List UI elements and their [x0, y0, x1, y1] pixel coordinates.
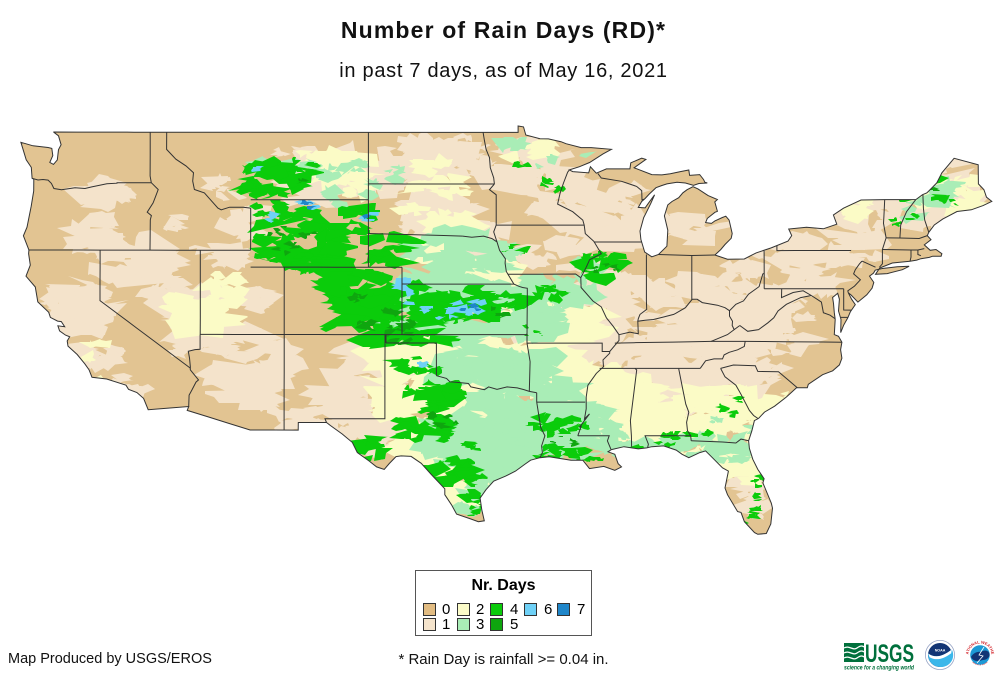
svg-text:science for a changing world: science for a changing world: [844, 665, 914, 672]
svg-text:NOAA: NOAA: [935, 649, 946, 653]
svg-text:USGS: USGS: [865, 640, 914, 668]
